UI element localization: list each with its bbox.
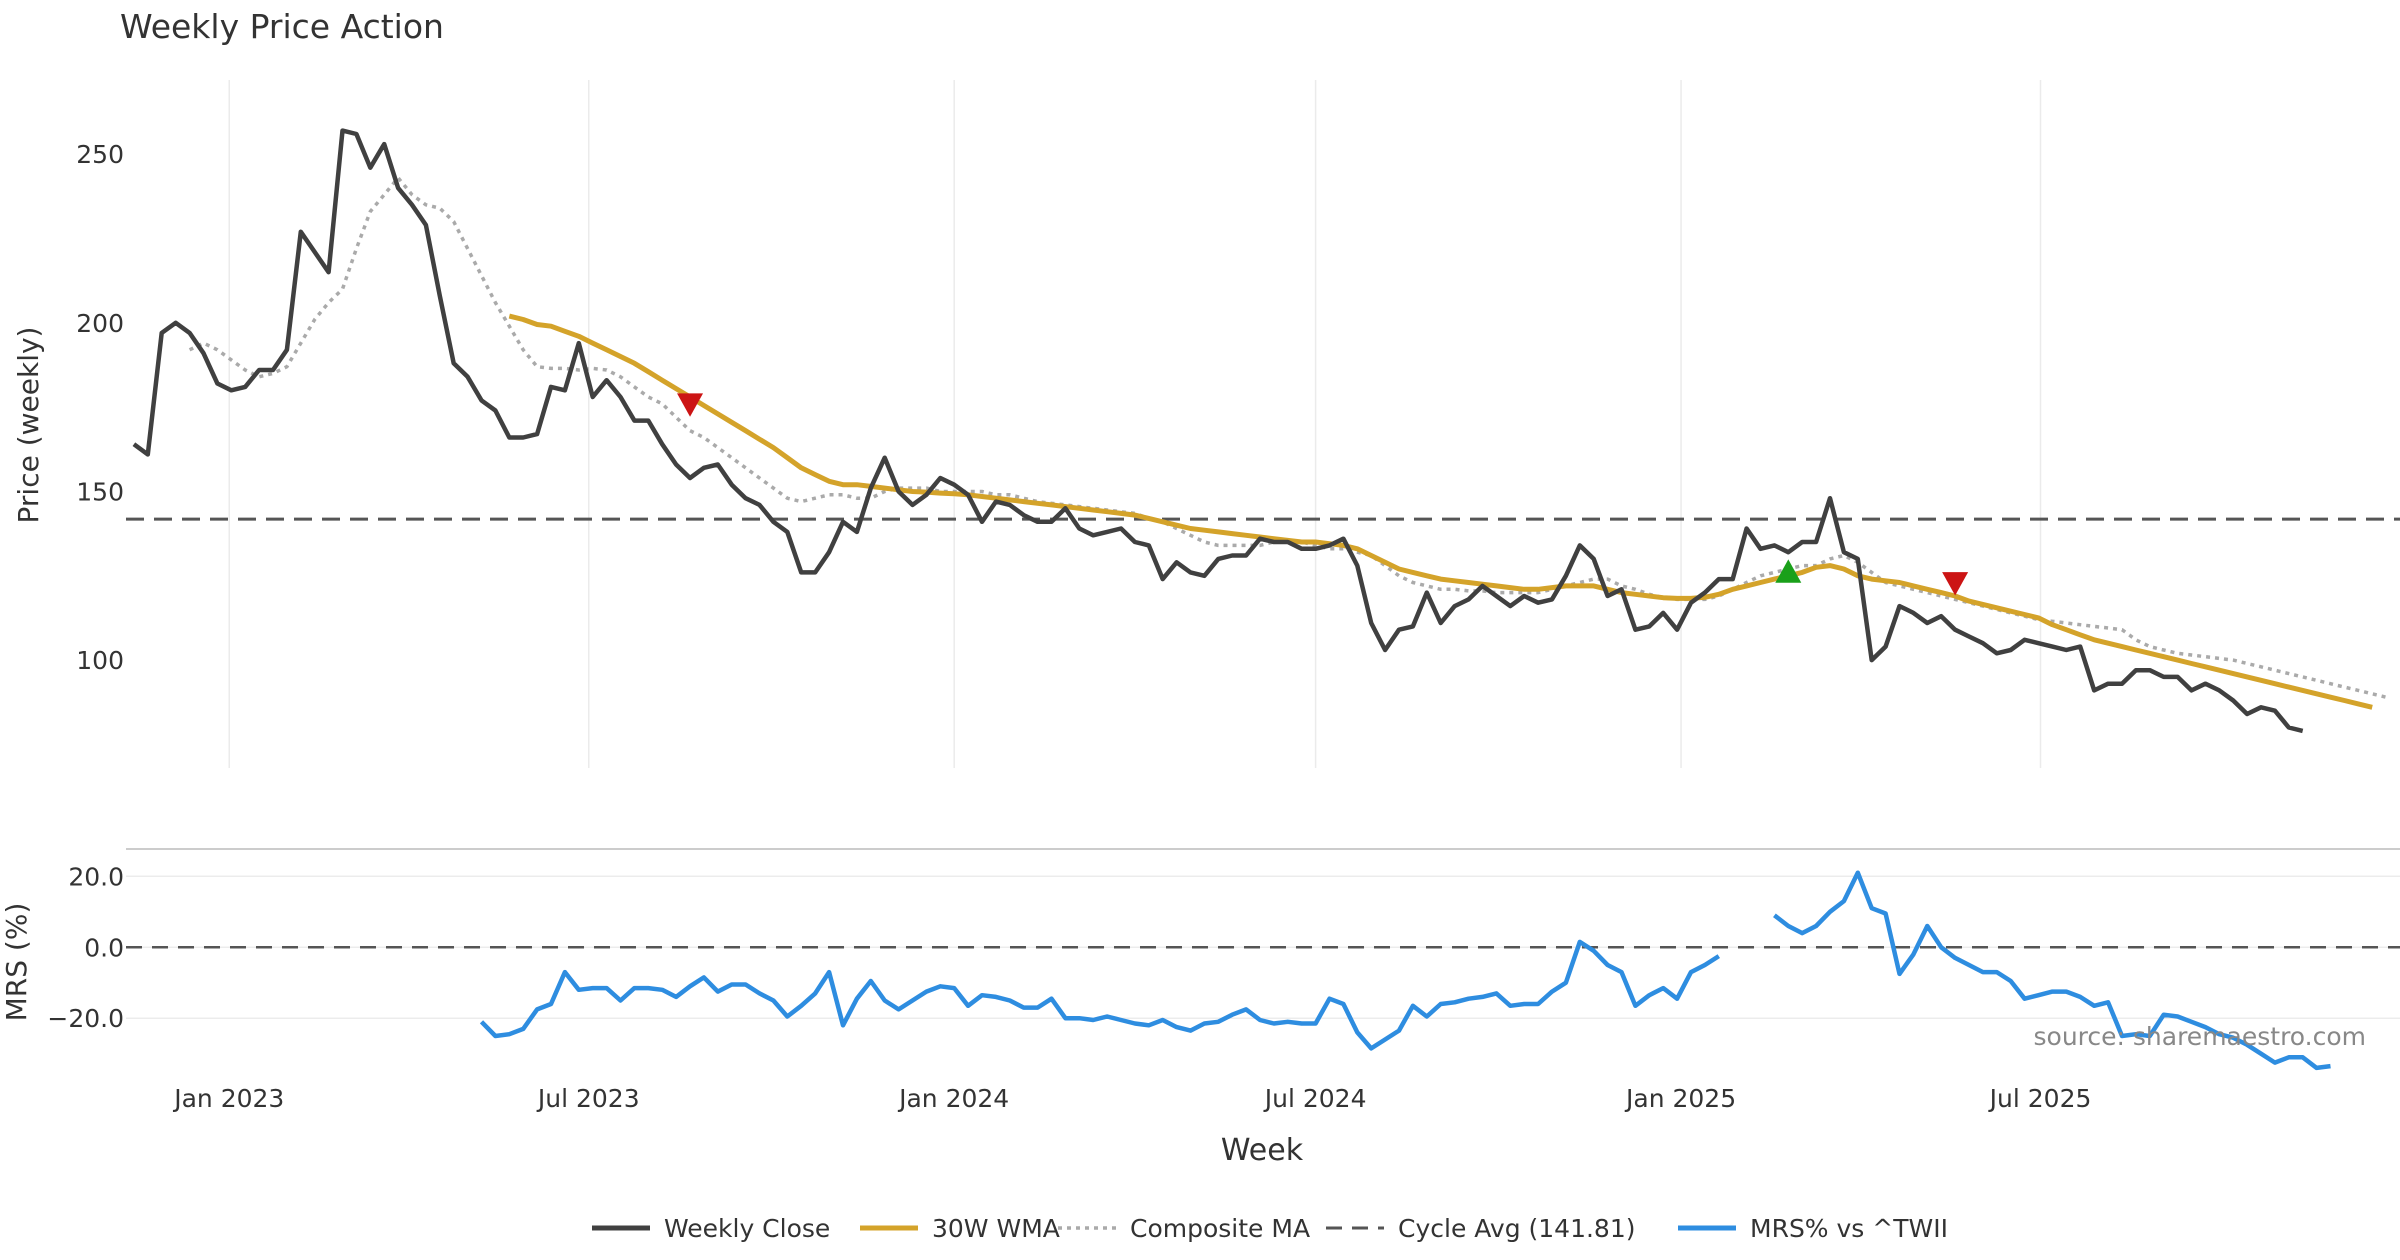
price-panel: 100 150 200 250 Price (weekly) — [12, 80, 2400, 768]
mrs-y-tick-label: 20.0 — [68, 862, 124, 891]
mrs-y-label: MRS (%) — [0, 903, 33, 1022]
x-tick-label: Jan 2023 — [172, 1084, 284, 1113]
mrs-panel: 20.0 0.0 −20.0 MRS (%) source: sharemaestr… — [0, 848, 2400, 1071]
price-y-ticks: 100 150 200 250 — [76, 140, 124, 675]
mrs-line — [479, 870, 2331, 1071]
legend-label: Cycle Avg (141.81) — [1398, 1214, 1636, 1243]
x-axis-label: Week — [1221, 1133, 1304, 1168]
sell-signal-marker — [1942, 572, 1969, 596]
buy-signal-marker — [1775, 559, 1802, 583]
mrs-y-tick-label: −20.0 — [47, 1004, 124, 1033]
legend-label: Composite MA — [1130, 1214, 1310, 1243]
price-y-label: Price (weekly) — [12, 327, 45, 524]
price-y-tick-label: 100 — [76, 646, 124, 675]
weekly-close-line — [132, 128, 2304, 734]
mrs-y-ticks: 20.0 0.0 −20.0 — [47, 862, 124, 1033]
legend-label: 30W WMA — [932, 1214, 1060, 1243]
legend: Weekly Close 30W WMA Composite MA Cycle Avg… — [592, 1214, 1948, 1243]
legend-label: Weekly Close — [664, 1214, 830, 1243]
x-axis-ticks: Jan 2023 Jul 2023 Jan 2024 Jul 2024 Jan 2025… — [172, 1084, 2091, 1113]
sell-signal-marker — [677, 393, 704, 417]
price-y-tick-label: 200 — [76, 309, 124, 338]
signal-markers — [677, 393, 1969, 596]
wma-30w-line — [508, 313, 2373, 710]
x-tick-label: Jan 2024 — [897, 1084, 1009, 1113]
price-y-tick-label: 150 — [76, 477, 124, 506]
x-tick-label: Jan 2025 — [1624, 1084, 1736, 1113]
x-tick-label: Jul 2023 — [536, 1084, 640, 1113]
chart-title: Weekly Price Action — [120, 7, 444, 46]
price-grid — [228, 80, 2042, 768]
x-tick-label: Jul 2024 — [1263, 1084, 1367, 1113]
price-y-tick-label: 250 — [76, 140, 124, 169]
legend-label: MRS% vs ^TWII — [1750, 1214, 1948, 1243]
source-note: source: sharemaestro.com — [2034, 1022, 2367, 1051]
mrs-y-tick-label: 0.0 — [84, 933, 124, 962]
x-tick-label: Jul 2025 — [1988, 1084, 2092, 1113]
